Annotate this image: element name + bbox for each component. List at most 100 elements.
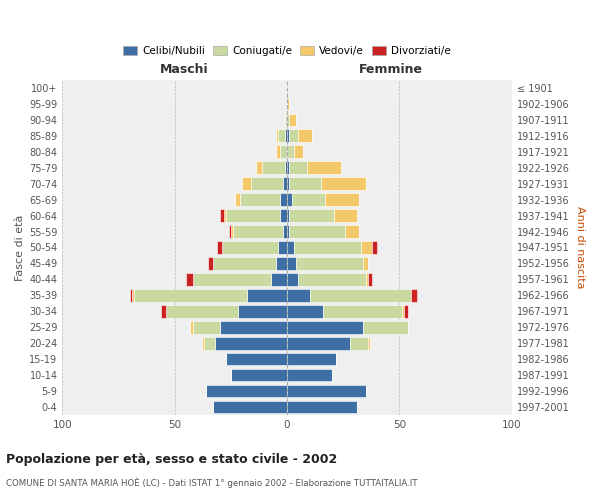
Bar xyxy=(287,401,356,413)
Bar xyxy=(231,369,287,382)
Bar xyxy=(276,146,280,158)
Text: Maschi: Maschi xyxy=(160,64,208,76)
Bar xyxy=(215,337,287,349)
Bar xyxy=(276,257,287,270)
Bar xyxy=(364,257,368,270)
Bar xyxy=(373,242,377,254)
Bar xyxy=(262,162,285,174)
Bar xyxy=(368,273,373,285)
Bar xyxy=(229,226,231,238)
Bar xyxy=(404,305,409,318)
Bar xyxy=(238,305,287,318)
Bar xyxy=(298,130,312,142)
Text: Femmine: Femmine xyxy=(358,64,422,76)
Bar xyxy=(256,162,262,174)
Bar xyxy=(289,114,296,126)
Bar xyxy=(287,289,310,302)
Bar xyxy=(283,178,287,190)
Bar xyxy=(287,242,294,254)
Bar xyxy=(289,162,307,174)
Bar xyxy=(285,130,287,142)
Bar xyxy=(134,289,247,302)
Bar xyxy=(289,130,298,142)
Bar xyxy=(287,114,289,126)
Bar xyxy=(287,130,289,142)
Bar xyxy=(361,242,373,254)
Bar xyxy=(190,321,193,334)
Bar xyxy=(220,210,224,222)
Bar xyxy=(280,210,287,222)
Bar xyxy=(287,337,350,349)
Bar xyxy=(247,289,287,302)
Bar xyxy=(226,210,280,222)
Bar xyxy=(323,305,401,318)
Bar xyxy=(287,385,365,398)
Bar xyxy=(280,194,287,206)
Bar xyxy=(166,305,238,318)
Bar xyxy=(294,146,303,158)
Bar xyxy=(287,321,364,334)
Bar xyxy=(213,257,276,270)
Bar xyxy=(231,226,233,238)
Bar xyxy=(410,289,418,302)
Bar xyxy=(294,242,361,254)
Bar xyxy=(287,226,289,238)
Bar xyxy=(204,337,215,349)
Bar xyxy=(233,226,283,238)
Bar xyxy=(307,162,341,174)
Bar xyxy=(287,305,323,318)
Bar xyxy=(161,305,166,318)
Bar xyxy=(285,114,287,126)
Bar xyxy=(368,337,370,349)
Bar xyxy=(289,226,346,238)
Bar xyxy=(289,178,321,190)
Bar xyxy=(287,369,332,382)
Bar xyxy=(296,257,364,270)
Bar xyxy=(235,194,240,206)
Bar xyxy=(280,146,287,158)
Text: Popolazione per età, sesso e stato civile - 2002: Popolazione per età, sesso e stato civil… xyxy=(6,452,337,466)
Bar xyxy=(226,353,287,366)
Bar xyxy=(193,273,271,285)
Bar xyxy=(292,194,325,206)
Bar xyxy=(276,130,278,142)
Bar xyxy=(208,257,213,270)
Bar xyxy=(285,162,287,174)
Bar xyxy=(287,178,289,190)
Bar xyxy=(240,194,280,206)
Legend: Celibi/Nubili, Coniugati/e, Vedovi/e, Divorziati/e: Celibi/Nubili, Coniugati/e, Vedovi/e, Di… xyxy=(119,42,455,60)
Bar xyxy=(310,289,410,302)
Bar xyxy=(289,210,334,222)
Bar xyxy=(283,226,287,238)
Y-axis label: Fasce di età: Fasce di età xyxy=(15,214,25,280)
Bar xyxy=(132,289,134,302)
Bar xyxy=(202,337,204,349)
Bar xyxy=(217,242,222,254)
Bar xyxy=(278,242,287,254)
Bar xyxy=(321,178,365,190)
Y-axis label: Anni di nascita: Anni di nascita xyxy=(575,206,585,288)
Bar xyxy=(287,210,289,222)
Bar xyxy=(220,321,287,334)
Bar xyxy=(242,178,251,190)
Bar xyxy=(287,353,337,366)
Bar xyxy=(193,321,220,334)
Bar xyxy=(213,401,287,413)
Bar xyxy=(222,242,278,254)
Bar xyxy=(186,273,193,285)
Bar xyxy=(287,194,292,206)
Bar xyxy=(401,305,404,318)
Bar xyxy=(287,273,298,285)
Bar xyxy=(325,194,359,206)
Bar xyxy=(350,337,368,349)
Bar xyxy=(206,385,287,398)
Bar xyxy=(298,273,365,285)
Bar xyxy=(287,257,296,270)
Bar xyxy=(251,178,283,190)
Bar xyxy=(365,273,368,285)
Bar xyxy=(271,273,287,285)
Text: COMUNE DI SANTA MARIA HOÈ (LC) - Dati ISTAT 1° gennaio 2002 - Elaborazione TUTTA: COMUNE DI SANTA MARIA HOÈ (LC) - Dati IS… xyxy=(6,478,418,488)
Bar xyxy=(224,210,226,222)
Bar xyxy=(278,130,285,142)
Bar xyxy=(287,98,289,110)
